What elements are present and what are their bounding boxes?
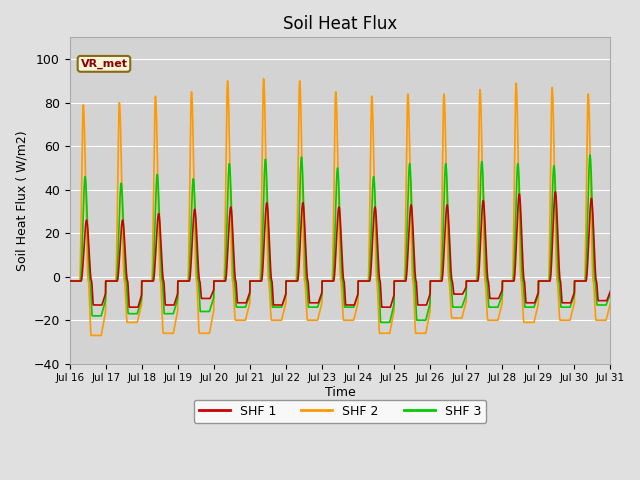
SHF 3 (296, 169, 304, 175)
SHF 2 (160, 330, 168, 336)
X-axis label: Time: Time (324, 386, 355, 399)
SHF 1 (160, 278, 168, 284)
SHF 1 (538, 278, 545, 284)
SHF 2 (260, 76, 268, 82)
SHF 1 (127, 304, 135, 310)
SHF 2 (273, 317, 281, 323)
SHF 3 (538, 278, 545, 284)
SHF 2 (88, 333, 95, 338)
SHF 3 (596, 302, 604, 308)
SHF 2 (607, 300, 614, 306)
SHF 3 (273, 304, 281, 310)
SHF 3 (607, 291, 614, 297)
Y-axis label: Soil Heat Flux ( W/m2): Soil Heat Flux ( W/m2) (15, 130, 28, 271)
SHF 2 (297, 105, 305, 110)
SHF 1 (66, 278, 74, 284)
SHF 3 (159, 297, 167, 303)
Text: VR_met: VR_met (81, 59, 127, 69)
SHF 1 (273, 302, 281, 308)
SHF 3 (66, 278, 74, 284)
SHF 3 (127, 311, 135, 317)
SHF 1 (297, 229, 305, 235)
SHF 2 (538, 278, 546, 284)
SHF 2 (596, 317, 604, 323)
SHF 1 (125, 304, 133, 310)
Line: SHF 2: SHF 2 (70, 79, 611, 336)
Line: SHF 3: SHF 3 (70, 155, 611, 323)
SHF 1 (596, 298, 604, 303)
Legend: SHF 1, SHF 2, SHF 3: SHF 1, SHF 2, SHF 3 (194, 400, 486, 423)
Line: SHF 1: SHF 1 (70, 192, 611, 307)
Title: Soil Heat Flux: Soil Heat Flux (283, 15, 397, 33)
SHF 3 (586, 152, 594, 158)
SHF 1 (607, 288, 614, 294)
SHF 1 (552, 189, 559, 195)
SHF 2 (66, 278, 74, 284)
SHF 2 (127, 320, 135, 325)
SHF 3 (377, 320, 385, 325)
